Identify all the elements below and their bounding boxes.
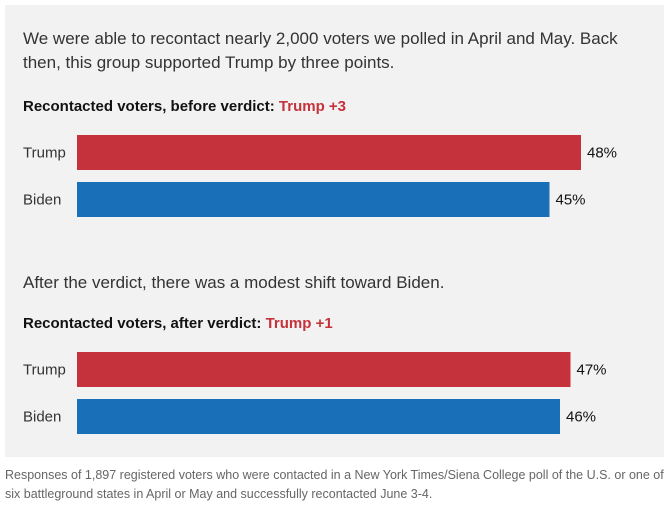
category-label-biden: Biden	[23, 192, 61, 209]
value-label-biden: 46%	[566, 409, 596, 426]
category-label-trump: Trump	[23, 362, 66, 379]
chart-after-verdict: Trump 47% Biden 46%	[23, 352, 607, 434]
bar-biden	[77, 182, 550, 217]
chart-panel: We were able to recontact nearly 2,000 v…	[5, 5, 664, 457]
category-label-biden: Biden	[23, 409, 61, 426]
chart-title-before-highlight: Trump +3	[278, 98, 347, 115]
value-label-trump: 48%	[587, 145, 617, 162]
bar-biden	[77, 399, 560, 434]
source-note: Responses of 1,897 registered voters who…	[5, 468, 664, 501]
chart-title-before: Recontacted voters, before verdict: Trum…	[23, 98, 346, 115]
value-label-biden: 45%	[556, 192, 586, 209]
chart-title-after-highlight: Trump +1	[265, 315, 333, 332]
value-label-trump: 47%	[577, 362, 607, 379]
chart-before-verdict: Trump 48% Biden 45%	[23, 135, 617, 217]
category-label-trump: Trump	[23, 145, 66, 162]
chart-title-after: Recontacted voters, after verdict: Trump…	[23, 315, 333, 332]
chart-title-before-text: Recontacted voters, before verdict:	[23, 98, 275, 115]
bar-trump	[77, 135, 581, 170]
chart-title-after-text: Recontacted voters, after verdict:	[23, 315, 262, 332]
intro-text: We were able to recontact nearly 2,000 v…	[23, 29, 618, 72]
bar-trump	[77, 352, 571, 387]
middle-text: After the verdict, there was a modest sh…	[23, 273, 445, 292]
